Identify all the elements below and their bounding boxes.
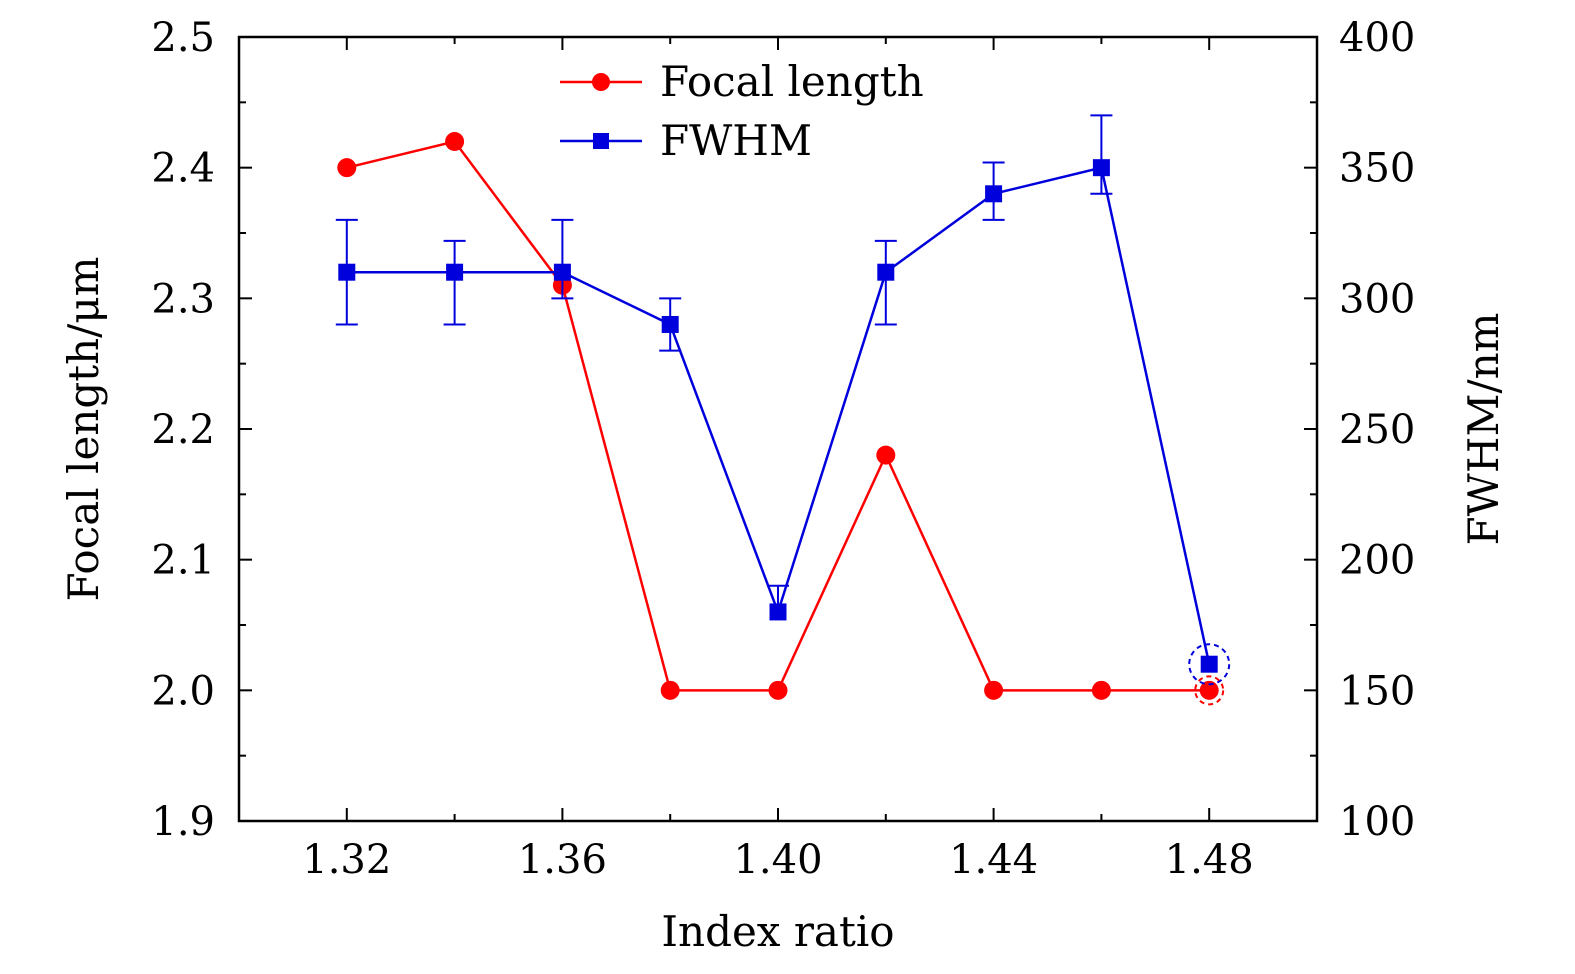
right-y-tick-label: 400 <box>1339 15 1415 61</box>
left-y-tick-label: 2.0 <box>151 668 215 714</box>
right-y-tick-label: 350 <box>1339 146 1415 192</box>
focal-length-point <box>768 680 788 700</box>
fwhm-point <box>1200 655 1218 673</box>
legend-focal-length-label: Focal length <box>660 57 924 106</box>
left-y-tick-label: 2.4 <box>151 146 215 192</box>
right-y-tick-label: 100 <box>1339 799 1415 845</box>
fwhm-point <box>661 315 679 333</box>
right-y-tick-label: 300 <box>1339 276 1415 322</box>
left-y-tick-label: 1.9 <box>151 799 215 845</box>
legend: Focal length FWHM <box>560 57 924 165</box>
legend-fwhm-marker <box>593 133 609 149</box>
fwhm-point <box>769 603 787 621</box>
tick-labels: 1.32 1.36 1.40 1.44 1.48 1.9 2.0 2.1 2.2 2.3 2.4 2.… <box>151 15 1415 883</box>
right-y-axis-title: FWHM/nm <box>1459 313 1508 546</box>
x-axis-title: Index ratio <box>661 907 894 956</box>
x-tick-label: 1.48 <box>1165 837 1254 883</box>
series-layer <box>335 114 1231 706</box>
fwhm-highlight-circle <box>1188 643 1231 686</box>
x-tick-label: 1.36 <box>518 837 607 883</box>
legend-focal-length-marker <box>592 73 610 91</box>
focal-length-point <box>1091 680 1111 700</box>
left-y-tick-label: 2.1 <box>151 538 215 584</box>
fwhm-point <box>1092 159 1110 177</box>
left-y-tick-label: 2.3 <box>151 276 215 322</box>
focal-length-point <box>337 158 357 178</box>
right-y-tick-label: 250 <box>1339 407 1415 453</box>
fwhm-point <box>446 263 464 281</box>
x-tick-label: 1.32 <box>302 837 391 883</box>
left-y-tick-label: 2.5 <box>151 15 215 61</box>
fwhm-point <box>877 263 895 281</box>
x-tick-label: 1.44 <box>949 837 1038 883</box>
focal-length-highlight-circle <box>1194 675 1225 706</box>
focal-length-point <box>876 445 896 465</box>
focal-length-point <box>984 680 1004 700</box>
fwhm-point <box>338 263 356 281</box>
x-tick-label: 1.40 <box>733 837 822 883</box>
focal-length-point <box>445 132 465 152</box>
fwhm-point <box>985 185 1003 203</box>
plot-frame <box>237 35 1319 823</box>
focal-length-point <box>1199 680 1219 700</box>
fwhm-point <box>553 263 571 281</box>
right-y-tick-label: 200 <box>1339 538 1415 584</box>
legend-fwhm-label: FWHM <box>660 116 812 165</box>
right-y-tick-label: 150 <box>1339 668 1415 714</box>
left-y-axis-title: Focal length/μm <box>59 257 108 602</box>
left-y-tick-label: 2.2 <box>151 407 215 453</box>
focal-length-point <box>660 680 680 700</box>
